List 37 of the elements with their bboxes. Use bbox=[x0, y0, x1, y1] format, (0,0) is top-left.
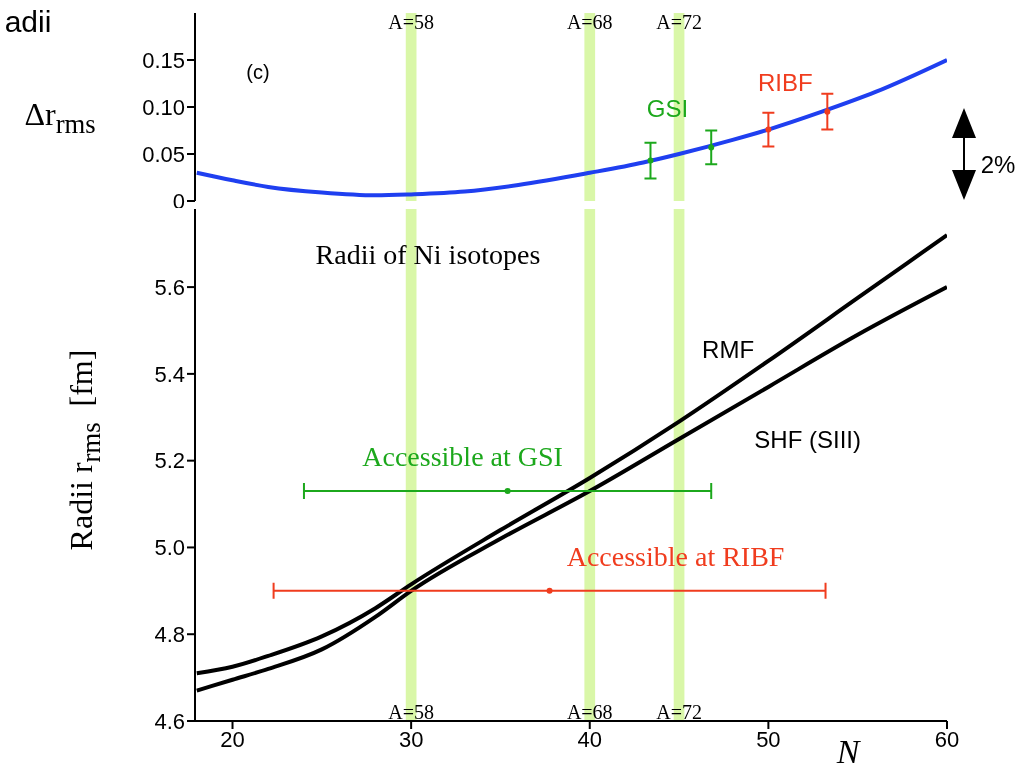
x-tick-label: 60 bbox=[934, 726, 960, 752]
point bbox=[647, 157, 654, 164]
annotation: Radii of Ni isotopes bbox=[315, 239, 541, 271]
y-tick-label: 5.2 bbox=[154, 448, 185, 474]
band-label: A=72 bbox=[656, 11, 702, 34]
y-tick-label: 5.0 bbox=[154, 535, 185, 561]
x-tick-label: 20 bbox=[220, 726, 245, 752]
y-axis-title: Δr$_{rms}$ bbox=[24, 96, 96, 140]
point bbox=[708, 144, 715, 151]
y-tick-label: 0.15 bbox=[142, 47, 185, 73]
text: 2% bbox=[980, 151, 1016, 179]
point bbox=[824, 108, 831, 115]
y-tick-label: 0.05 bbox=[142, 141, 185, 167]
y-tick-label: 4.8 bbox=[154, 622, 185, 648]
band-label: A=68 bbox=[566, 701, 613, 723]
x-tick-label: 30 bbox=[398, 726, 424, 752]
series-label: RIBF bbox=[758, 68, 813, 96]
series-label: Accessible at RIBF bbox=[566, 541, 785, 573]
annotation: (c) bbox=[246, 60, 270, 84]
series-label: Accessible at GSI bbox=[362, 441, 563, 473]
series-label: GSI bbox=[646, 94, 689, 122]
x-axis-title: N bbox=[836, 733, 860, 771]
y-tick-label: 4.6 bbox=[154, 708, 185, 734]
x-tick-label: 50 bbox=[756, 726, 781, 752]
y-tick-label: 0.10 bbox=[142, 94, 185, 120]
band-label: A=68 bbox=[566, 11, 613, 34]
text: adii bbox=[4, 5, 52, 39]
y-tick-label: 5.4 bbox=[154, 361, 185, 387]
line-series bbox=[195, 58, 947, 198]
band-label: A=72 bbox=[656, 701, 702, 723]
series-label: SHF (SIII) bbox=[754, 426, 862, 454]
band-label: A=58 bbox=[388, 11, 434, 34]
series-label: RMF bbox=[702, 335, 755, 363]
band-label: A=58 bbox=[388, 701, 434, 723]
y-tick-label: 5.6 bbox=[154, 274, 185, 300]
point bbox=[765, 126, 772, 133]
x-tick-label: 40 bbox=[577, 726, 602, 752]
